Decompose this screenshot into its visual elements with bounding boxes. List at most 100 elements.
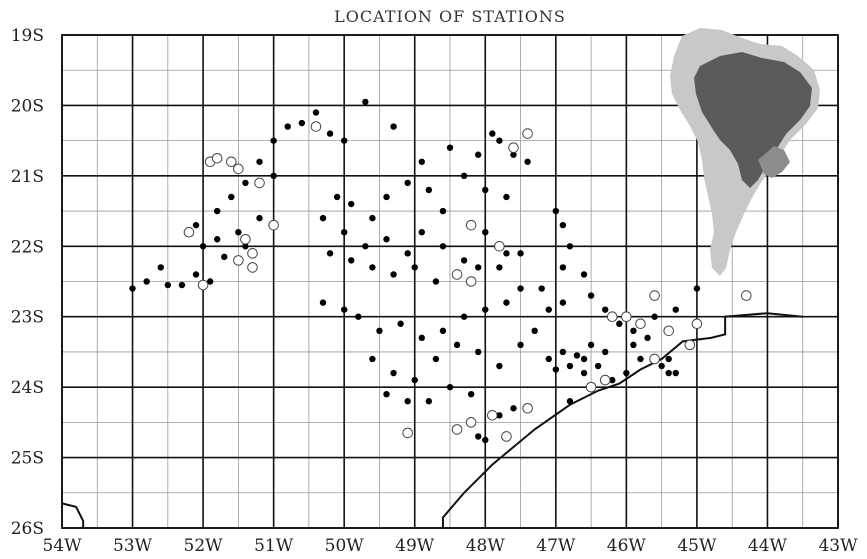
- x-tick-label: 52W: [184, 536, 224, 556]
- station-dot: [531, 327, 538, 334]
- station-dot: [390, 123, 397, 130]
- station-dot: [192, 271, 200, 278]
- y-axis-labels: 19S 20S 21S 22S 23S 24S 25S 26S: [11, 26, 44, 539]
- x-tick-label: 46W: [607, 536, 647, 556]
- x-tick-label: 54W: [42, 536, 82, 556]
- station-dot: [475, 151, 482, 158]
- station-dot: [206, 278, 214, 285]
- station-dot: [390, 369, 397, 377]
- station-dot: [545, 306, 552, 313]
- coastline-line: [441, 312, 803, 528]
- station-dot: [369, 355, 376, 363]
- station-dot: [665, 369, 672, 377]
- station-dot: [587, 341, 595, 349]
- station-dot: [432, 355, 440, 363]
- station-dot: [242, 243, 249, 250]
- y-tick-label: 20S: [11, 96, 44, 116]
- station-dot: [630, 341, 637, 349]
- x-axis-labels: 54W 53W 52W 51W 50W 49W 48W 47W 46W 45W 44W 43W: [42, 536, 858, 556]
- station-dot: [482, 229, 489, 236]
- station-dot: [482, 306, 489, 313]
- coastline: [61, 312, 803, 528]
- station-circle: [691, 318, 703, 330]
- station-dot: [651, 313, 658, 320]
- station-dot: [333, 193, 341, 201]
- station-circle: [606, 311, 618, 323]
- station-dot: [545, 355, 552, 363]
- station-dot: [517, 285, 524, 292]
- x-tick-label: 43W: [818, 536, 858, 556]
- station-circle: [522, 402, 533, 414]
- x-tick-label: 49W: [395, 536, 435, 556]
- station-dot: [284, 123, 291, 130]
- station-dot: [580, 355, 588, 363]
- station-dot: [460, 257, 468, 264]
- station-circle: [183, 226, 195, 238]
- y-tick-label: 25S: [11, 449, 44, 469]
- station-dot: [157, 264, 164, 271]
- y-tick-label: 23S: [11, 308, 44, 328]
- station-dot: [439, 327, 447, 334]
- station-dot: [214, 207, 221, 215]
- station-dot: [559, 299, 567, 306]
- station-dot: [496, 137, 503, 144]
- major-grid: [61, 34, 839, 529]
- station-dot: [376, 327, 383, 334]
- station-dot: [326, 250, 334, 257]
- station-dot: [482, 436, 489, 444]
- station-dot: [460, 172, 468, 180]
- station-dot: [482, 186, 489, 194]
- coastline-corner-line: [61, 502, 85, 528]
- station-dot: [566, 243, 574, 250]
- station-dot: [538, 285, 545, 292]
- station-dot: [362, 98, 369, 106]
- station-dot: [623, 369, 630, 377]
- y-tick-label: 24S: [11, 378, 44, 398]
- station-dot: [644, 334, 651, 342]
- station-circle: [465, 276, 477, 287]
- station-dot: [340, 229, 348, 236]
- station-dot: [404, 179, 411, 187]
- station-dot: [425, 186, 433, 194]
- station-dot: [270, 137, 277, 144]
- station-dot: [446, 383, 454, 391]
- station-dot: [559, 221, 567, 229]
- station-circle: [684, 339, 696, 351]
- x-tick-label: 47W: [536, 536, 576, 556]
- station-dot: [475, 433, 482, 440]
- station-dot: [580, 271, 588, 278]
- station-circle: [621, 311, 632, 323]
- station-dot: [129, 285, 136, 292]
- station-dot: [503, 299, 510, 306]
- station-dot: [587, 292, 595, 299]
- station-dot: [602, 306, 609, 313]
- station-circle: [501, 431, 512, 442]
- station-dot: [256, 214, 263, 222]
- station-dot: [369, 264, 376, 271]
- station-dot: [256, 158, 263, 165]
- station-dot: [242, 179, 249, 187]
- station-dot: [411, 264, 418, 271]
- station-dot: [580, 369, 588, 377]
- station-dot: [362, 243, 369, 250]
- station-circle: [465, 219, 477, 231]
- station-dot: [390, 271, 397, 278]
- inset-study-region: [758, 146, 790, 178]
- station-dot: [467, 390, 475, 398]
- station-circle: [451, 269, 463, 280]
- station-dot: [566, 398, 574, 405]
- station-circle: [211, 152, 223, 164]
- x-tick-label: 45W: [677, 536, 717, 556]
- station-circle: [233, 255, 244, 266]
- station-dot: [397, 320, 404, 327]
- station-dot: [425, 398, 433, 405]
- station-dot: [340, 137, 348, 144]
- station-dot: [672, 369, 679, 377]
- y-tick-label: 26S: [11, 519, 44, 539]
- inset-brazil: [694, 52, 812, 188]
- station-circle: [649, 290, 660, 301]
- station-dot: [192, 221, 200, 229]
- station-circle: [649, 353, 660, 365]
- station-dot: [609, 376, 616, 384]
